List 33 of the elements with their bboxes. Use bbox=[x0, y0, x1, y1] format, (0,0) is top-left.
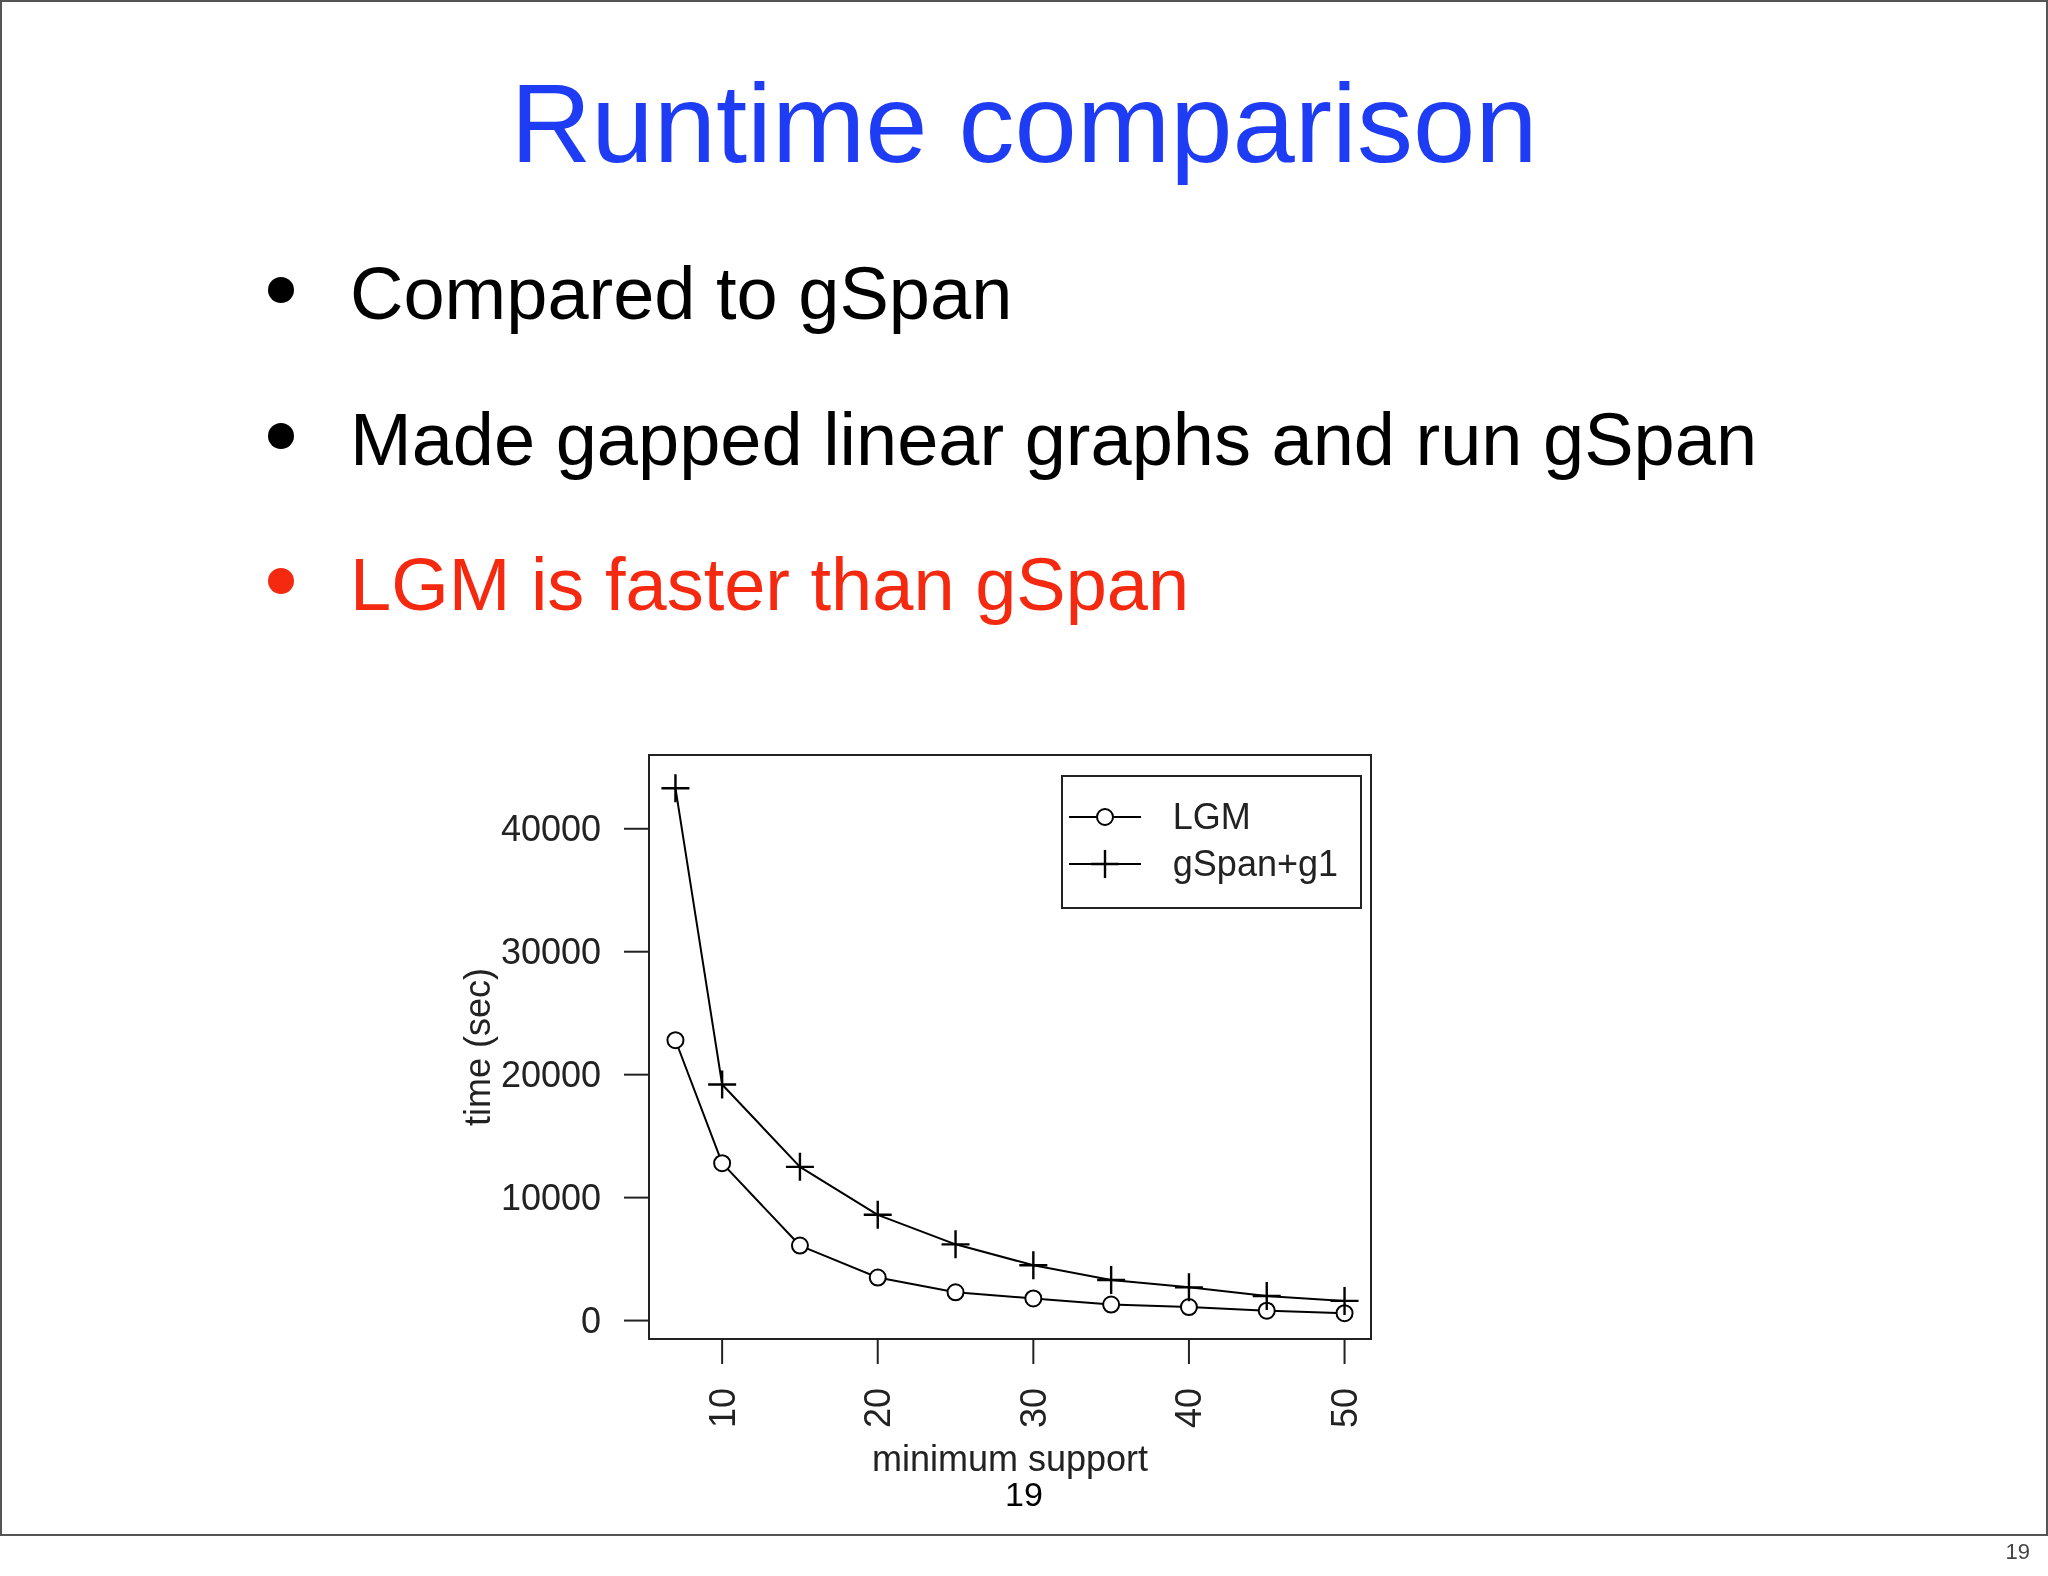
point bbox=[1330, 1286, 1359, 1315]
text: Made gapped linear graphs and run gSpan bbox=[350, 398, 1758, 481]
point bbox=[661, 774, 690, 803]
y-tick-label: 40000 bbox=[500, 808, 601, 850]
y-tick-label: 10000 bbox=[500, 1177, 601, 1219]
y-axis-title: time (sec) bbox=[456, 967, 498, 1127]
legend-label: gSpan+g1 bbox=[1172, 842, 1338, 884]
chart-title: Runtime comparison bbox=[509, 61, 1539, 186]
point bbox=[708, 1070, 737, 1099]
text: Compared to gSpan bbox=[350, 252, 1013, 335]
text: 19 bbox=[2005, 1539, 2030, 1564]
y-tick-label: 30000 bbox=[500, 931, 601, 973]
point bbox=[946, 1283, 965, 1302]
point bbox=[1019, 1251, 1048, 1280]
point bbox=[1174, 1273, 1203, 1302]
point bbox=[1102, 1295, 1121, 1314]
point bbox=[713, 1154, 732, 1173]
text: LGM is faster than gSpan bbox=[350, 543, 1190, 626]
x-tick-label: 30 bbox=[1012, 1388, 1054, 1429]
point bbox=[790, 1236, 809, 1255]
point bbox=[666, 1031, 685, 1050]
legend-label: LGM bbox=[1172, 795, 1251, 837]
point bbox=[1024, 1289, 1043, 1308]
x-tick-label: 40 bbox=[1168, 1388, 1210, 1429]
y-tick-label: 0 bbox=[580, 1300, 601, 1342]
y-tick-label: 20000 bbox=[500, 1054, 601, 1096]
point bbox=[1257, 1301, 1276, 1320]
x-tick-label: 10 bbox=[701, 1388, 743, 1429]
x-tick-label: 20 bbox=[857, 1388, 899, 1429]
x-tick-label: 50 bbox=[1324, 1388, 1366, 1429]
point bbox=[868, 1268, 887, 1287]
point bbox=[941, 1230, 970, 1259]
point bbox=[1179, 1298, 1198, 1317]
